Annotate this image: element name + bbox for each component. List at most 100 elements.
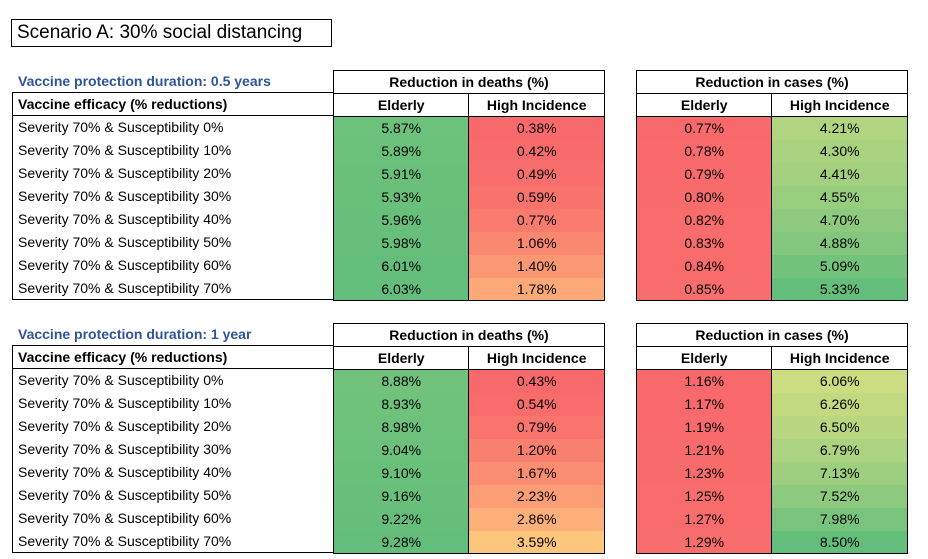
value-cell: 2.86% [468,507,605,531]
value-cell: 1.16% [635,369,773,393]
row-label: Severity 70% & Susceptibility 30% [12,184,334,208]
value-cell: 1.40% [468,254,605,278]
row-label-table: Vaccine efficacy (% reductions) Severity … [12,345,334,553]
value-cell: 0.79% [468,415,605,439]
value-cell: 0.79% [635,162,773,186]
col-header-elderly: Elderly [635,346,773,370]
row-header: Vaccine efficacy (% reductions) [12,345,334,369]
value-cell: 4.21% [771,116,908,140]
value-cell: 4.41% [771,162,908,186]
row-label: Severity 70% & Susceptibility 60% [12,253,334,277]
value-cell: 0.49% [468,162,605,186]
value-cell: 0.83% [635,231,773,255]
col-header-elderly: Elderly [332,93,470,117]
value-cell: 0.43% [468,369,605,393]
value-cell: 1.23% [635,461,773,485]
value-cell: 5.98% [332,231,470,255]
group-header: Reduction in cases (%) [636,323,908,347]
row-label: Severity 70% & Susceptibility 70% [12,276,334,300]
row-label: Severity 70% & Susceptibility 0% [12,368,334,392]
value-cell: 8.50% [771,530,908,554]
duration-label: Vaccine protection duration: 1 year [18,326,252,342]
value-cell: 1.29% [635,530,773,554]
value-cell: 6.06% [771,369,908,393]
value-cell: 9.22% [332,507,470,531]
value-cell: 0.42% [468,139,605,163]
value-cell: 1.25% [635,484,773,508]
row-label: Severity 70% & Susceptibility 20% [12,414,334,438]
col-header-elderly: Elderly [635,93,773,117]
value-cell: 5.96% [332,208,470,232]
col-header-high-incidence: High Incidence [771,346,908,370]
value-cell: 9.28% [332,530,470,554]
row-label: Severity 70% & Susceptibility 40% [12,460,334,484]
group-header: Reduction in cases (%) [636,70,908,94]
row-label: Severity 70% & Susceptibility 50% [12,230,334,254]
col-header-high-incidence: High Incidence [771,93,908,117]
value-cell: 6.01% [332,254,470,278]
value-cell: 5.89% [332,139,470,163]
value-cell: 6.79% [771,438,908,462]
duration-label: Vaccine protection duration: 0.5 years [18,73,271,89]
value-cell: 4.70% [771,208,908,232]
deaths-table: Reduction in deaths (%) Elderly High Incid… [332,323,605,554]
value-cell: 1.67% [468,461,605,485]
col-header-high-incidence: High Incidence [468,93,605,117]
value-cell: 9.16% [332,484,470,508]
row-label: Severity 70% & Susceptibility 70% [12,529,334,553]
value-cell: 4.30% [771,139,908,163]
row-label-table: Vaccine efficacy (% reductions) Severity … [12,92,334,300]
value-cell: 1.20% [468,438,605,462]
deaths-table: Reduction in deaths (%) Elderly High Incid… [332,70,605,301]
col-header-high-incidence: High Incidence [468,346,605,370]
value-cell: 0.80% [635,185,773,209]
value-cell: 5.33% [771,277,908,301]
value-cell: 8.98% [332,415,470,439]
row-label: Severity 70% & Susceptibility 10% [12,391,334,415]
value-cell: 6.03% [332,277,470,301]
scenario-title: Scenario A: 30% social distancing [11,19,332,47]
value-cell: 1.17% [635,392,773,416]
row-label: Severity 70% & Susceptibility 40% [12,207,334,231]
value-cell: 1.19% [635,415,773,439]
value-cell: 3.59% [468,530,605,554]
value-cell: 2.23% [468,484,605,508]
value-cell: 1.21% [635,438,773,462]
row-label: Severity 70% & Susceptibility 20% [12,161,334,185]
value-cell: 5.91% [332,162,470,186]
cases-table: Reduction in cases (%) Elderly High Incide… [635,323,908,554]
value-cell: 1.78% [468,277,605,301]
value-cell: 0.84% [635,254,773,278]
value-cell: 0.85% [635,277,773,301]
value-cell: 0.59% [468,185,605,209]
value-cell: 5.09% [771,254,908,278]
value-cell: 7.52% [771,484,908,508]
value-cell: 0.77% [468,208,605,232]
group-header: Reduction in deaths (%) [333,70,605,94]
value-cell: 0.82% [635,208,773,232]
value-cell: 6.50% [771,415,908,439]
value-cell: 7.13% [771,461,908,485]
value-cell: 1.27% [635,507,773,531]
row-label: Severity 70% & Susceptibility 50% [12,483,334,507]
value-cell: 7.98% [771,507,908,531]
col-header-elderly: Elderly [332,346,470,370]
value-cell: 0.38% [468,116,605,140]
cases-table: Reduction in cases (%) Elderly High Incide… [635,70,908,301]
group-header: Reduction in deaths (%) [333,323,605,347]
value-cell: 0.78% [635,139,773,163]
row-label: Severity 70% & Susceptibility 10% [12,138,334,162]
row-label: Severity 70% & Susceptibility 0% [12,115,334,139]
value-cell: 5.93% [332,185,470,209]
value-cell: 0.54% [468,392,605,416]
value-cell: 6.26% [771,392,908,416]
value-cell: 8.88% [332,369,470,393]
value-cell: 9.10% [332,461,470,485]
value-cell: 1.06% [468,231,605,255]
value-cell: 4.55% [771,185,908,209]
value-cell: 8.93% [332,392,470,416]
value-cell: 4.88% [771,231,908,255]
row-label: Severity 70% & Susceptibility 30% [12,437,334,461]
row-header: Vaccine efficacy (% reductions) [12,92,334,116]
value-cell: 5.87% [332,116,470,140]
